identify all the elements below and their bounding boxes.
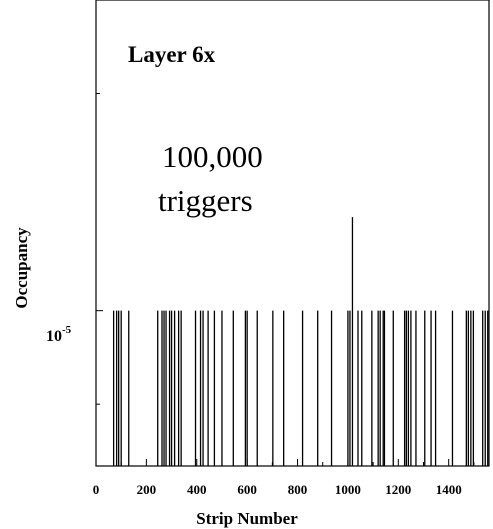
annotation-triggers: triggers [158,183,253,218]
x-tick-label: 200 [137,482,157,497]
chart-title: Layer 6x [128,42,216,67]
x-tick-label: 600 [237,482,257,497]
x-tick-label: 400 [187,482,207,497]
y-tick-exponent: -5 [62,324,72,336]
x-tick-label: 1400 [436,482,462,497]
plot-frame [95,0,490,467]
y-axis-title: Occupancy [12,227,31,309]
annotation-count: 100,000 [162,139,263,174]
x-axis-title: Strip Number [196,509,298,528]
x-tick-label: 1200 [385,482,411,497]
x-tick-label: 1000 [335,482,361,497]
y-tick-label: 10-5 [46,324,72,345]
y-tick-base: 10 [46,328,62,345]
x-tick-label: 800 [288,482,308,497]
x-tick-label: 0 [93,482,100,497]
